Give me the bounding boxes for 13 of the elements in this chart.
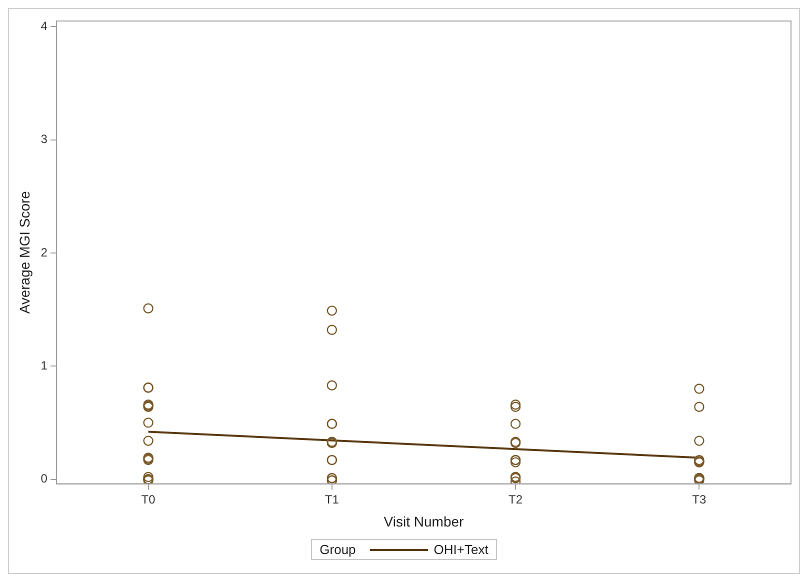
x-axis-title: Visit Number — [384, 513, 464, 530]
y-axis-title: Average MGI Score — [16, 190, 32, 314]
legend-title: Group — [320, 542, 356, 557]
y-tick-label: 4 — [40, 18, 48, 33]
y-tick-label: 1 — [40, 358, 48, 372]
legend-label: OHI+Text — [434, 542, 488, 557]
x-tick-label: T2 — [508, 492, 523, 506]
y-tick-label: 2 — [40, 245, 48, 260]
y-tick-label: 0 — [40, 472, 48, 486]
x-tick-label: T0 — [141, 492, 156, 506]
y-tick-label: 3 — [40, 132, 48, 146]
x-tick-label: T1 — [324, 492, 340, 506]
x-tick-label: T3 — [692, 492, 707, 506]
